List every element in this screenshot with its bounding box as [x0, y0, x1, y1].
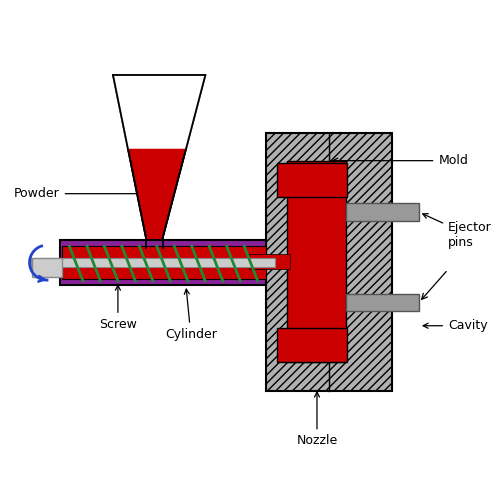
Bar: [30, 258, 275, 268]
Bar: [249, 254, 290, 270]
Text: Screw: Screw: [99, 286, 137, 331]
Text: Cylinder: Cylinder: [165, 289, 216, 341]
Bar: [277, 162, 347, 196]
Text: Cavity: Cavity: [423, 319, 488, 332]
Bar: [266, 134, 392, 391]
Text: Mold: Mold: [333, 154, 468, 167]
Text: Powder: Powder: [14, 187, 160, 200]
Bar: [346, 294, 419, 311]
Bar: [346, 204, 419, 221]
Polygon shape: [113, 75, 206, 148]
Bar: [277, 328, 347, 362]
Bar: [32, 258, 62, 277]
Text: Ejector
pins: Ejector pins: [422, 214, 492, 250]
Bar: [62, 246, 266, 279]
Bar: [60, 240, 266, 285]
Bar: [287, 160, 346, 362]
Text: Nozzle: Nozzle: [296, 392, 338, 448]
Polygon shape: [128, 148, 186, 238]
